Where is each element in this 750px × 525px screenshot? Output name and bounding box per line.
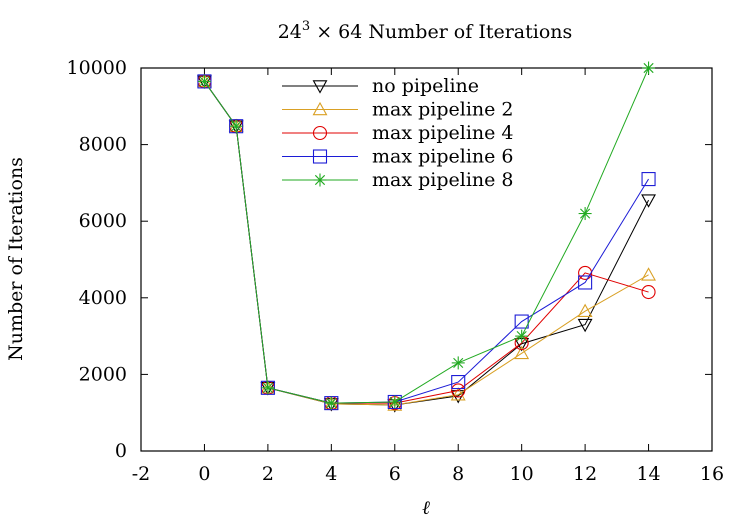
legend-label: no pipeline (372, 75, 479, 97)
data-point-square (578, 275, 593, 290)
legend-label: max pipeline 8 (372, 169, 514, 191)
data-point-triangle-up (387, 397, 403, 411)
legend-label: max pipeline 4 (372, 122, 514, 144)
x-tick-label: 10 (510, 463, 534, 485)
y-tick-label: 10000 (67, 57, 127, 79)
data-point-star (261, 381, 275, 395)
x-tick-label: 0 (198, 463, 210, 485)
chart-title-base: 24 (278, 21, 302, 43)
x-tick-label: 6 (389, 463, 401, 485)
x-tick-label: 12 (573, 463, 597, 485)
data-point-triangle-up (450, 387, 466, 401)
legend-label: max pipeline 2 (372, 99, 514, 121)
legend-item: max pipeline 2 (282, 99, 514, 121)
chart-title-superscript: 3 (302, 19, 310, 34)
x-axis-title: ℓ (422, 497, 430, 519)
chart-title: 243 × 64 Number of Iterations (278, 19, 573, 43)
series-layer (197, 61, 656, 413)
legend-label: max pipeline 6 (372, 146, 514, 168)
data-point-triangle-up (312, 101, 328, 116)
data-point-circle (578, 265, 593, 280)
data-point-circle (641, 285, 656, 300)
x-tick-label: 8 (452, 463, 464, 485)
data-point-star (229, 119, 243, 133)
y-axis-title: Number of Iterations (5, 157, 27, 361)
x-tick-label: -2 (132, 463, 151, 485)
chart-title-rest: × 64 Number of Iterations (310, 21, 572, 43)
data-point-star (642, 61, 656, 75)
data-point-star (515, 329, 529, 343)
data-point-square (451, 375, 466, 390)
x-tick-label: 4 (325, 463, 337, 485)
x-tick-label: 2 (262, 463, 274, 485)
y-tick-label: 2000 (79, 363, 127, 385)
data-point-circle (451, 383, 466, 398)
data-point-star (388, 395, 402, 409)
data-point-triangle-down (577, 318, 593, 333)
y-tick-label: 4000 (79, 287, 127, 309)
legend-item: max pipeline 6 (282, 146, 514, 168)
data-point-star (578, 207, 592, 221)
data-point-star (324, 396, 338, 410)
legend-item: max pipeline 8 (282, 169, 514, 191)
data-point-circle (312, 125, 328, 141)
legend-item: no pipeline (282, 75, 479, 97)
data-point-square (514, 314, 529, 329)
y-tick-label: 0 (115, 440, 127, 462)
data-point-star (451, 356, 465, 370)
data-point-triangle-up (641, 267, 656, 281)
y-tick-label: 8000 (79, 134, 127, 156)
data-point-triangle-up (514, 345, 530, 360)
data-point-star (313, 173, 327, 187)
data-point-triangle-down (312, 80, 328, 94)
y-tick-label: 6000 (79, 210, 127, 232)
data-point-square (312, 149, 328, 164)
data-point-square (641, 172, 656, 187)
series-max-pipeline-8 (197, 61, 656, 410)
x-tick-label: 14 (636, 463, 660, 485)
data-point-triangle-up (577, 303, 593, 317)
plot-frame (140, 67, 713, 452)
data-point-star (197, 74, 211, 88)
legend-item: max pipeline 4 (282, 122, 514, 144)
data-point-triangle-down (641, 194, 656, 208)
x-tick-label: 16 (700, 463, 724, 485)
